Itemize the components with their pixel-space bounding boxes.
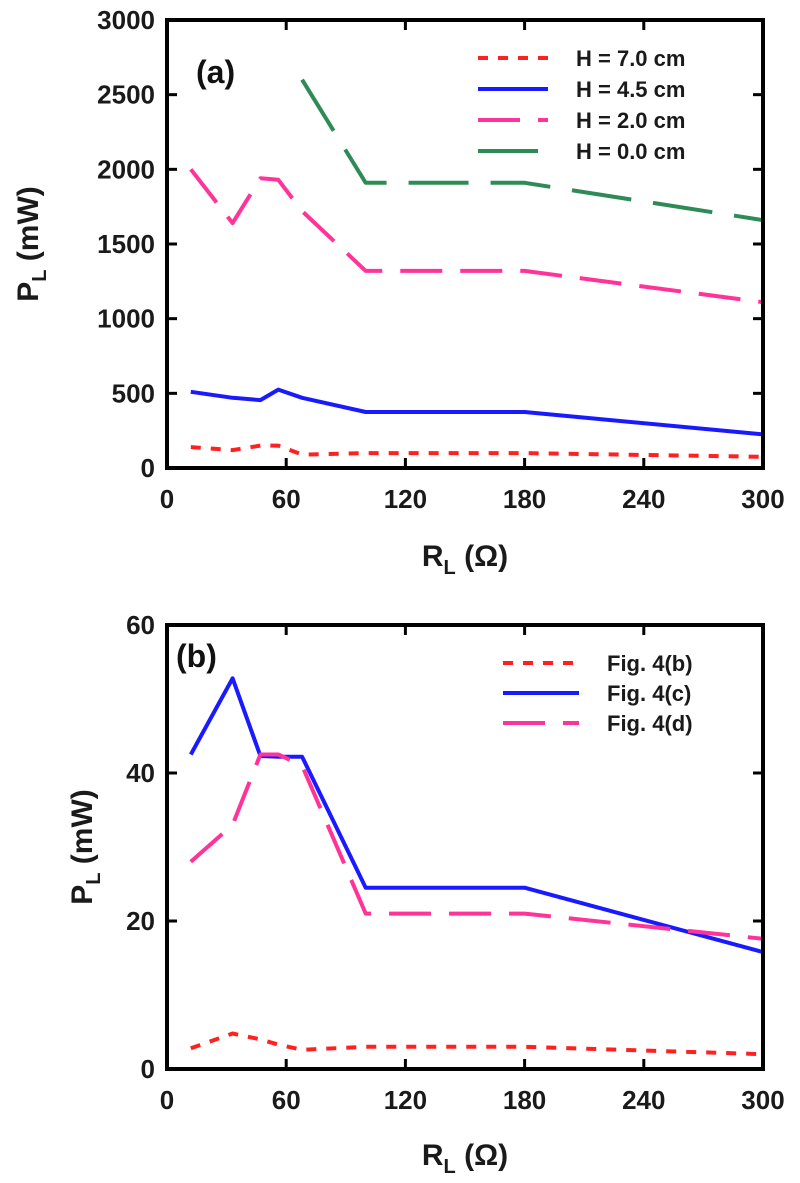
y-tick-label-b-2: 40: [126, 758, 155, 788]
x-axis-label-main-a: R: [422, 540, 444, 573]
x-tick-label-b-5: 300: [741, 1085, 784, 1115]
x-axis-label-unit-a: (Ω): [456, 540, 508, 573]
y-axis-label-main-b: P: [66, 885, 99, 905]
x-tick-label-b-2: 120: [384, 1085, 427, 1115]
x-tick-label-a-5: 300: [741, 484, 784, 514]
series-layer-b: [189, 676, 764, 1057]
x-tick-label-b-1: 60: [272, 1085, 301, 1115]
x-tick-label-a-4: 240: [622, 484, 665, 514]
tick-layer-b: 0 60 120 180 240 300 0 20 40 60: [126, 610, 785, 1115]
legend-label-b-2: Fig. 4(c): [607, 681, 691, 706]
legend-label-b-1: Fig. 4(b): [607, 651, 693, 676]
y-tick-label-a-5: 2500: [97, 80, 155, 110]
y-tick-label-a-3: 1500: [97, 229, 155, 259]
legend-label-a-1: H = 7.0 cm: [576, 46, 685, 71]
legend-label-a-4: H = 0.0 cm: [576, 139, 685, 164]
x-tick-label-a-3: 180: [503, 484, 546, 514]
y-axis-label-unit-b: (mW): [66, 789, 99, 872]
legend-label-b-3: Fig. 4(d): [607, 711, 693, 736]
series-line-a-1: [190, 443, 764, 459]
plot-frame-b: [165, 623, 765, 1071]
y-axis-label-a: PL (mW): [12, 186, 51, 302]
series-line-b-1: [190, 1031, 764, 1057]
x-tick-label-a-0: 0: [160, 484, 174, 514]
x-tick-label-b-0: 0: [160, 1085, 174, 1115]
legend-b: Fig. 4(b) Fig. 4(c) Fig. 4(d): [503, 651, 693, 736]
x-axis-label-unit-b: (Ω): [456, 1139, 508, 1172]
chart-panel-a: 0 60 120 180 240 300050010001500200025003000 …: [12, 5, 785, 579]
x-tick-label-b-4: 240: [622, 1085, 665, 1115]
y-tick-label-a-6: 3000: [97, 5, 155, 35]
series-line-a-2: [190, 387, 764, 437]
x-axis-label-sub-a: L: [444, 557, 456, 579]
series-line-b-3: [189, 752, 764, 941]
legend-label-a-3: H = 2.0 cm: [576, 108, 685, 133]
y-tick-label-a-0: 0: [141, 453, 155, 483]
y-axis-label-b: PL (mW): [66, 789, 105, 905]
x-tick-label-b-3: 180: [503, 1085, 546, 1115]
x-tick-label-a-2: 120: [384, 484, 427, 514]
y-tick-label-b-1: 20: [126, 906, 155, 936]
x-axis-label-a: RL (Ω): [422, 540, 508, 579]
series-line-a-3: [189, 168, 764, 305]
series-line-b-2: [189, 676, 764, 955]
legend-label-a-2: H = 4.5 cm: [576, 77, 685, 102]
x-axis-label-main-b: R: [422, 1139, 444, 1172]
panel-label-a: (a): [196, 54, 235, 90]
x-axis-label-b: RL (Ω): [422, 1139, 508, 1178]
y-axis-label-sub-a: L: [29, 270, 51, 282]
y-tick-label-b-3: 60: [126, 610, 155, 640]
series-layer-a: [189, 78, 764, 459]
y-tick-label-a-1: 500: [112, 378, 155, 408]
legend-a: H = 7.0 cm H = 4.5 cm H = 2.0 cm H = 0.0 cm: [478, 46, 685, 164]
x-tick-label-a-1: 60: [272, 484, 301, 514]
x-axis-label-sub-b: L: [444, 1156, 456, 1178]
y-axis-label-sub-b: L: [83, 873, 105, 885]
panel-label-b: (b): [176, 638, 217, 674]
series-line-a-4: [300, 78, 764, 223]
y-tick-label-a-4: 2000: [97, 154, 155, 184]
y-tick-label-b-0: 0: [141, 1054, 155, 1084]
y-axis-label-main-a: P: [12, 282, 45, 302]
y-axis-label-unit-a: (mW): [12, 186, 45, 269]
y-tick-label-a-2: 1000: [97, 304, 155, 334]
